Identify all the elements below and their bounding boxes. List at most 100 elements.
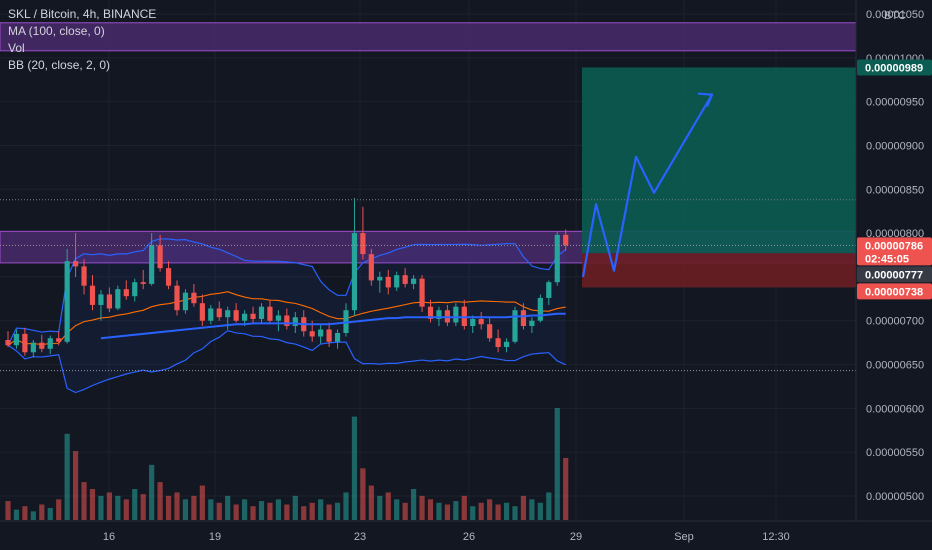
volume-bar (487, 499, 493, 520)
volume-bar (267, 502, 273, 520)
candle-body (258, 306, 265, 319)
volume-bar (191, 495, 197, 520)
volume-bar (402, 502, 408, 520)
candle-body (529, 320, 535, 326)
volume-bar (174, 492, 180, 520)
candle-body (165, 268, 172, 286)
candle-body (39, 342, 45, 349)
volume-bar (258, 501, 265, 520)
volume-bar (132, 488, 138, 520)
y-tick-label: 0.00001050 (866, 9, 924, 21)
candlesticks (5, 198, 569, 358)
volume-bar (157, 482, 163, 520)
volume-bar (73, 451, 79, 520)
candle-body (275, 315, 281, 321)
projected-path-line (581, 94, 713, 278)
volume-bar (47, 507, 53, 520)
currency-label: BTC (884, 10, 906, 22)
candle-body (419, 278, 425, 307)
y-tick-label: 0.00001000 (866, 53, 924, 65)
candle-body (73, 261, 79, 267)
volume-bar (394, 499, 400, 520)
projected-path[interactable] (581, 92, 714, 278)
candle-body (453, 306, 459, 323)
candle-body (242, 313, 248, 321)
y-tick-label: 0.00000500 (866, 491, 924, 503)
x-tick-label: 12:30 (762, 531, 790, 543)
price-badge (857, 59, 932, 76)
volume-bar (56, 499, 62, 520)
volume-bar (106, 492, 112, 520)
candle-body (292, 317, 298, 326)
volume-bar (529, 499, 535, 520)
volume-bar (563, 457, 569, 520)
volume-bar (5, 501, 11, 520)
volume-bar (149, 464, 155, 520)
volume-bar (360, 468, 366, 520)
x-tick-label: Sep (674, 531, 694, 543)
candle-body (30, 342, 36, 353)
candle-body (47, 338, 53, 349)
y-tick-label: 0.00000650 (866, 360, 924, 372)
price-badge (857, 266, 932, 283)
volume-bar (275, 499, 281, 520)
candle-body (427, 306, 434, 319)
legend-vol[interactable]: Vol (8, 41, 25, 55)
volume-bar (377, 495, 383, 520)
countdown-text: 02:45:05 (865, 253, 909, 265)
resistance-zone (0, 22, 857, 52)
candle-body (157, 245, 163, 269)
volume-bar (250, 506, 256, 520)
candle-body (284, 315, 290, 326)
candle-body (149, 245, 155, 284)
volume-bar (351, 416, 358, 520)
candle-body (64, 261, 70, 342)
long-position-tool[interactable] (582, 67, 856, 288)
legend-bb[interactable]: BB (20, close, 2, 0) (8, 58, 111, 72)
volume-bar (520, 495, 527, 520)
volume-bar (453, 501, 459, 520)
legend-symbol[interactable]: SKL / Bitcoin, 4h, BINANCE (8, 7, 157, 21)
volume-bar (89, 488, 96, 520)
y-tick-label: 0.00000600 (866, 403, 924, 415)
candle-body (554, 234, 560, 283)
volume-bar (115, 495, 121, 520)
volume-bar (385, 492, 391, 520)
time-axis[interactable]: 16 19 23 26 29 Sep 12:30 (0, 520, 932, 543)
y-tick-label: 0.00000700 (866, 316, 924, 328)
candle-body (487, 324, 493, 339)
volume-bar (64, 433, 70, 520)
candle-body (123, 289, 129, 297)
candle-body (132, 282, 138, 297)
candle-body (368, 254, 374, 281)
price-badge (857, 283, 932, 300)
volume-bar (343, 492, 349, 520)
candle-body (233, 310, 239, 321)
volume-bar (368, 485, 374, 520)
volume-bar (334, 502, 341, 520)
candle-body (250, 313, 256, 319)
candle-body (98, 294, 104, 305)
arrow-head (697, 92, 714, 108)
volume-bar (98, 495, 104, 520)
candle-body (360, 233, 366, 255)
volume-bar (284, 504, 290, 520)
volume-bar (411, 488, 417, 520)
candle-body (106, 294, 112, 309)
x-tick-label: 29 (570, 531, 582, 543)
x-tick-label: 19 (209, 531, 221, 543)
volume-bar (537, 502, 543, 520)
candle-body (563, 234, 569, 246)
volume-bar (30, 511, 36, 520)
volume-bar (419, 495, 425, 520)
candle-body (216, 308, 222, 318)
legend-ma[interactable]: MA (100, close, 0) (8, 24, 105, 38)
volume-bar (165, 495, 172, 520)
volume-bar (461, 495, 467, 520)
candle-body (267, 306, 273, 321)
volume-bar (123, 499, 129, 520)
volume-bar (233, 504, 239, 520)
y-tick-label: 0.00000900 (866, 140, 924, 152)
stop-zone (582, 253, 856, 288)
